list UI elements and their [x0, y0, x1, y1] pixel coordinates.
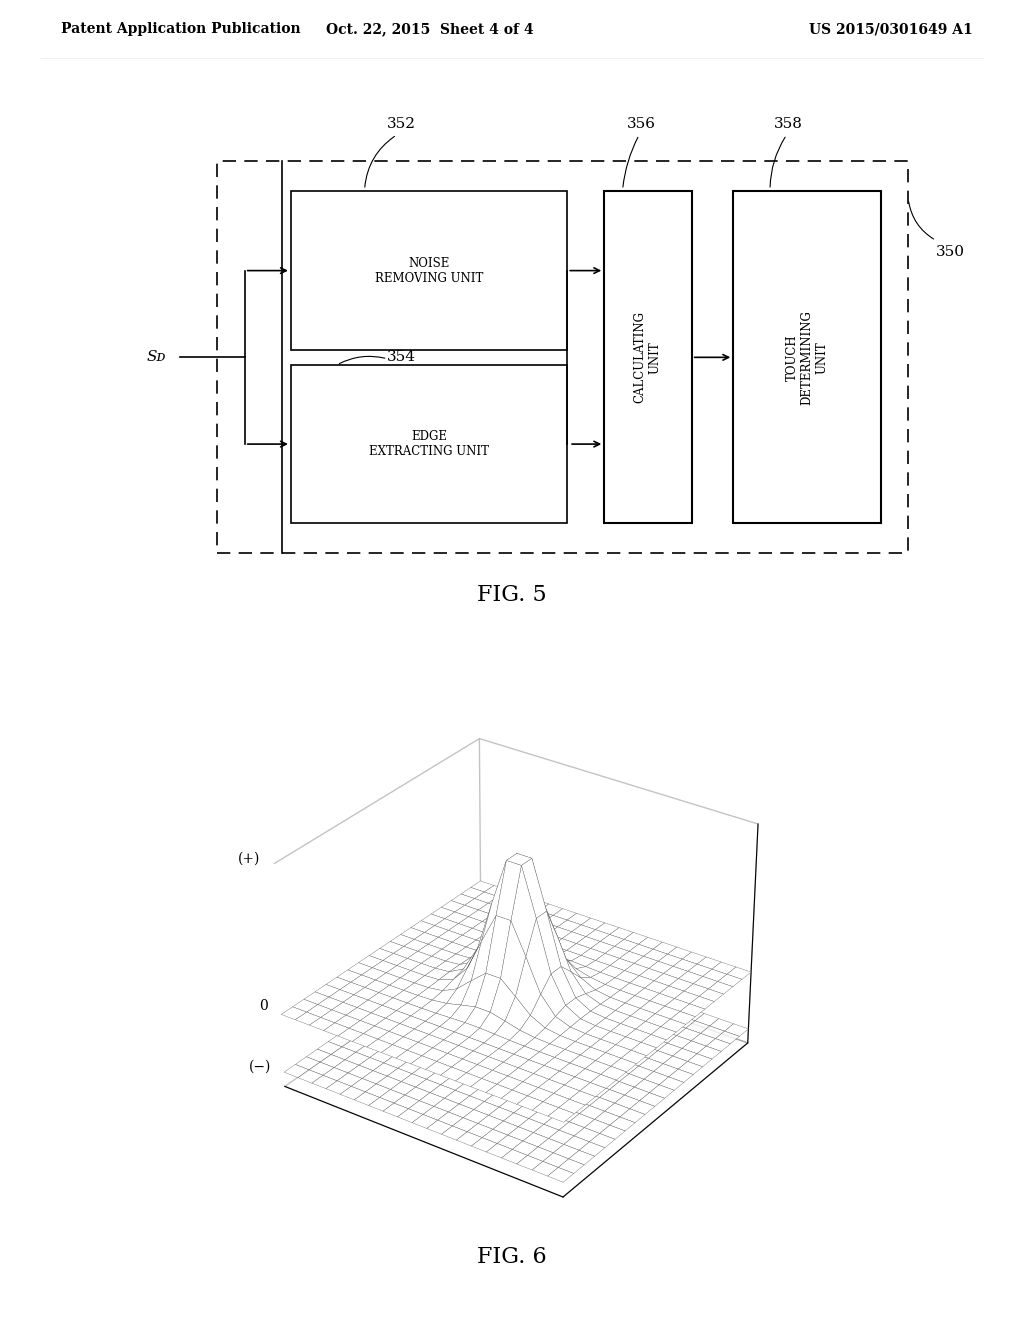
- Text: 358: 358: [774, 116, 803, 131]
- Text: 352: 352: [387, 116, 416, 131]
- Bar: [604, 191, 692, 523]
- Bar: [733, 191, 881, 523]
- Text: 356: 356: [627, 116, 655, 131]
- Text: US 2015/0301649 A1: US 2015/0301649 A1: [809, 22, 973, 37]
- Text: Patent Application Publication: Patent Application Publication: [61, 22, 301, 37]
- Text: EDGE
EXTRACTING UNIT: EDGE EXTRACTING UNIT: [369, 430, 489, 458]
- Text: FIG. 6: FIG. 6: [477, 1246, 547, 1269]
- Bar: [217, 161, 908, 553]
- Bar: [291, 364, 567, 523]
- Text: 350: 350: [936, 244, 965, 259]
- Text: Sᴅ: Sᴅ: [147, 350, 167, 364]
- Text: FIG. 5: FIG. 5: [477, 585, 547, 606]
- Text: CALCULATING
UNIT: CALCULATING UNIT: [634, 312, 662, 404]
- Bar: [291, 191, 567, 350]
- Text: TOUCH
DETERMINING
UNIT: TOUCH DETERMINING UNIT: [785, 310, 828, 405]
- Text: 354: 354: [387, 350, 416, 364]
- Text: Oct. 22, 2015  Sheet 4 of 4: Oct. 22, 2015 Sheet 4 of 4: [327, 22, 534, 37]
- Text: NOISE
REMOVING UNIT: NOISE REMOVING UNIT: [375, 256, 483, 285]
